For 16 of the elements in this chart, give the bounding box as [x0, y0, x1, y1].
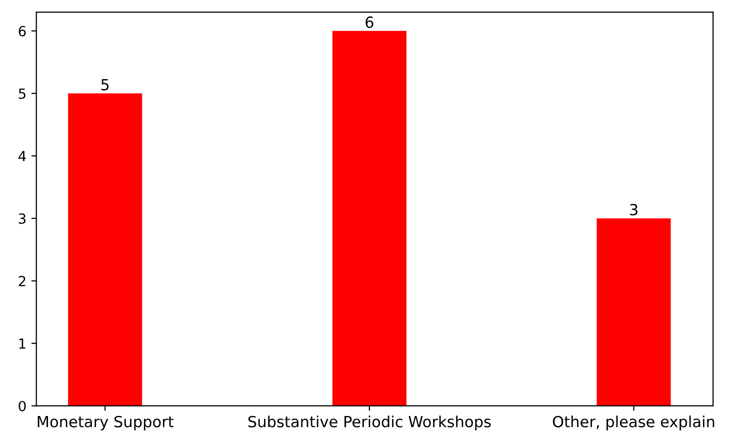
data-label: 5	[101, 79, 109, 90]
bar	[332, 30, 406, 406]
x-tick-label: Substantive Periodic Workshops	[248, 416, 491, 430]
y-tick-label: 6	[18, 26, 26, 36]
x-tick-label: Other, please explain	[552, 416, 714, 430]
data-label: 6	[366, 16, 374, 28]
y-tick-label: 3	[18, 213, 26, 224]
y-tick-label: 4	[18, 151, 26, 162]
y-tick-label: 2	[18, 276, 26, 286]
y-tick-label: 5	[18, 88, 26, 99]
x-tick-label: Monetary Support	[38, 416, 174, 430]
bar	[68, 93, 142, 406]
bar	[596, 218, 671, 406]
y-tick-label: 1	[19, 338, 26, 349]
data-label: 3	[630, 204, 638, 216]
y-tick-label: 0	[18, 400, 26, 412]
